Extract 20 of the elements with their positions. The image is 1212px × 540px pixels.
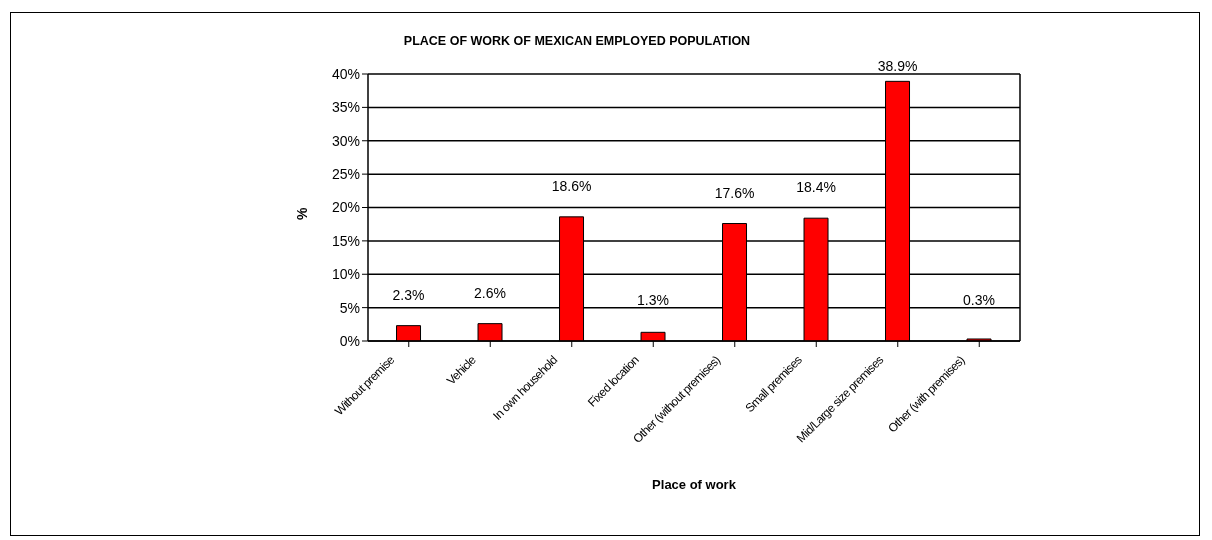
y-tick-label: 10% — [331, 266, 360, 283]
data-label: 17.6% — [714, 184, 755, 201]
data-label: 18.4% — [796, 179, 836, 196]
y-tick-label: 25% — [331, 166, 360, 183]
data-label: 1.3% — [637, 292, 669, 308]
data-label: 2.6% — [474, 284, 506, 301]
y-tick-label: 20% — [331, 199, 360, 216]
x-axis-title: Place of work — [652, 477, 737, 492]
data-label: 18.6% — [551, 177, 592, 194]
data-label: 0.3% — [963, 292, 995, 308]
y-tick-label: 15% — [331, 232, 360, 249]
data-label: 2.3% — [392, 286, 425, 303]
y-tick-label: 5% — [339, 299, 360, 316]
y-tick-label: 40% — [331, 65, 360, 82]
data-label: 38.9% — [877, 58, 918, 75]
y-tick-label: 0% — [339, 332, 360, 349]
y-axis-title: % — [293, 206, 310, 220]
y-tick-label: 35% — [331, 99, 360, 116]
y-tick-label: 30% — [331, 132, 360, 149]
chart-title: PLACE OF WORK OF MEXICAN EMPLOYED POPULATION — [402, 34, 752, 48]
